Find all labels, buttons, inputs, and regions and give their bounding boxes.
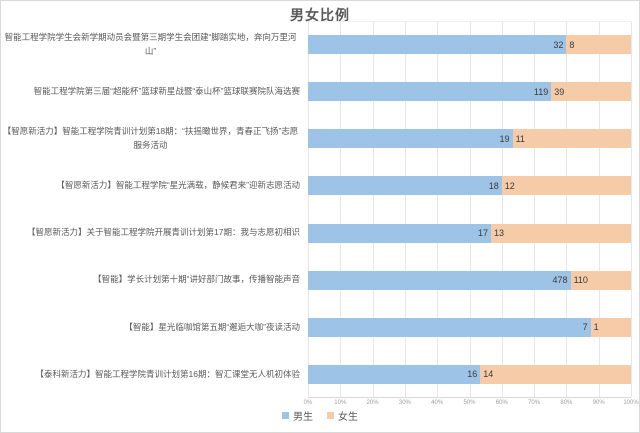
male-value-label: 32 <box>553 39 564 50</box>
legend-label-female: 女生 <box>338 412 358 423</box>
female-value-label: 11 <box>515 133 525 144</box>
gridline <box>534 22 536 397</box>
legend-label-male: 男生 <box>293 412 313 423</box>
female-bar-segment[interactable]: 1 <box>590 317 631 337</box>
bar-row: 智能工程学院第三届“超能杯”篮球新星战暨“泰山杯”篮球联赛院队海选赛 119 39 <box>1 68 631 115</box>
female-value-label: 8 <box>569 39 575 50</box>
male-value-label: 119 <box>533 86 549 97</box>
chart-title: 男女比例 <box>290 7 350 23</box>
x-axis-tick-label: 50% <box>463 400 476 406</box>
x-axis-tick-label: 0% <box>303 400 313 406</box>
category-label: 智能工程学院第三届“超能杯”篮球新星战暨“泰山杯”篮球联赛院队海选赛 <box>33 85 300 96</box>
female-legend-swatch <box>327 412 334 419</box>
x-axis-tick-label: 30% <box>398 400 411 406</box>
gridline <box>598 22 600 397</box>
bar-track: 119 39 <box>308 82 631 102</box>
bar-row: 【智愿新活力】智能工程学院青训计划第18期：“扶摇瞰世界，青春正飞扬”志愿服务活… <box>1 115 631 162</box>
female-bar-segment[interactable]: 39 <box>551 82 631 102</box>
x-axis-tick-label: 10% <box>334 400 347 406</box>
category-label: 【智能】学长计划第十期“讲好部门故事，传播智能声音 <box>93 274 300 285</box>
x-axis-tick-label: 90% <box>592 400 605 406</box>
category-label: 【智能】星光临咖馆第五期“邂逅大咖”夜读活动 <box>124 321 300 332</box>
x-axis-tick-label: 80% <box>560 400 573 406</box>
female-value-label: 1 <box>593 322 599 333</box>
bar-track: 478 110 <box>308 270 631 290</box>
gridline <box>469 22 471 397</box>
male-bar-segment[interactable]: 17 <box>308 223 492 243</box>
category-label: 【智愿新活力】智能工程学院青训计划第18期：“扶摇瞰世界，青春正飞扬”志愿服务活… <box>2 126 299 150</box>
female-value-label: 110 <box>573 275 588 286</box>
bar-row: 【智愿新活力】关于智能工程学院开展青训计划第17期：我与志愿初相识 17 13 <box>1 210 631 257</box>
x-axis-tick-label: 70% <box>528 400 541 406</box>
female-value-label: 12 <box>504 180 515 191</box>
female-bar-segment[interactable]: 13 <box>491 223 631 243</box>
x-axis-tick-label: 60% <box>495 400 508 406</box>
category-label: 智能工程学院学生会新学期动员会暨第三期学生会团建“脚踏实地，奔向万里河山” <box>4 31 297 56</box>
gridline <box>404 22 406 397</box>
gridline <box>501 22 503 397</box>
category-label: 【智愿新活力】关于智能工程学院开展青训计划第17期：我与志愿初相识 <box>27 227 300 238</box>
male-bar-segment[interactable]: 7 <box>308 317 591 337</box>
legend-item-male[interactable]: 男生 <box>282 408 313 423</box>
bar-rows: 智能工程学院学生会新学期动员会暨第三期学生会团建“脚踏实地，奔向万里河山” 32 8… <box>1 21 631 398</box>
male-bar-segment[interactable]: 119 <box>308 82 552 102</box>
x-axis: 0% 10% 20% 30% 40% 50% 60% 70% 80% 90% 100% <box>304 400 639 408</box>
male-bar-segment[interactable]: 32 <box>308 35 567 55</box>
bar-track: 32 8 <box>308 35 631 55</box>
x-axis-tick-label: 20% <box>366 400 379 406</box>
legend: 男生 女生 <box>1 408 639 423</box>
female-value-label: 39 <box>554 86 565 97</box>
bar-track: 18 12 <box>308 176 631 196</box>
male-bar-segment[interactable]: 18 <box>308 176 502 196</box>
female-value-label: 13 <box>494 228 505 239</box>
gridline <box>372 22 374 397</box>
female-bar-segment[interactable]: 8 <box>566 35 631 55</box>
plot-area <box>308 21 632 398</box>
female-value-label: 14 <box>483 369 494 380</box>
male-value-label: 478 <box>552 275 568 286</box>
female-bar-segment[interactable]: 110 <box>570 270 631 290</box>
bar-row: 【智能】星光临咖馆第五期“邂逅大咖”夜读活动 7 1 <box>1 304 631 351</box>
male-bar-segment[interactable]: 478 <box>308 270 571 290</box>
bar-row: 【泰科新活力】智能工程学院青训计划第16期：智汇课堂无人机初体验 16 14 <box>1 351 631 398</box>
female-bar-segment[interactable]: 11 <box>512 129 631 149</box>
male-bar-segment[interactable]: 16 <box>308 364 481 384</box>
gridline <box>631 22 632 397</box>
x-axis-tick-label: 40% <box>431 400 444 406</box>
legend-item-female[interactable]: 女生 <box>327 408 358 423</box>
category-label: 【泰科新活力】智能工程学院青训计划第16期：智汇课堂无人机初体验 <box>35 368 300 379</box>
male-value-label: 16 <box>467 369 478 380</box>
male-value-label: 17 <box>478 228 489 239</box>
bar-track: 16 14 <box>308 364 631 384</box>
gridline <box>437 22 439 397</box>
male-value-label: 18 <box>488 180 499 191</box>
bar-track: 17 13 <box>308 223 631 243</box>
bar-row: 【智能】学长计划第十期“讲好部门故事，传播智能声音 478 110 <box>1 257 631 304</box>
gridline <box>340 22 342 397</box>
bar-row: 【智愿新活力】智能工程学院“星光满载，静候君来”迎新志愿活动 18 12 <box>1 162 631 209</box>
male-legend-swatch <box>282 412 289 419</box>
gridline <box>566 22 568 397</box>
bar-track: 19 11 <box>308 129 631 149</box>
bar-row: 智能工程学院学生会新学期动员会暨第三期学生会团建“脚踏实地，奔向万里河山” 32 8 <box>1 21 631 68</box>
male-bar-segment[interactable]: 19 <box>308 129 513 149</box>
gridline <box>308 22 309 397</box>
female-bar-segment[interactable]: 14 <box>480 364 631 384</box>
male-value-label: 7 <box>582 322 588 333</box>
x-axis-tick-label: 100% <box>623 400 639 406</box>
category-label: 【智愿新活力】智能工程学院“星光满载，静候君来”迎新志愿活动 <box>56 180 300 191</box>
female-bar-segment[interactable]: 12 <box>501 176 631 196</box>
male-value-label: 19 <box>499 133 510 144</box>
